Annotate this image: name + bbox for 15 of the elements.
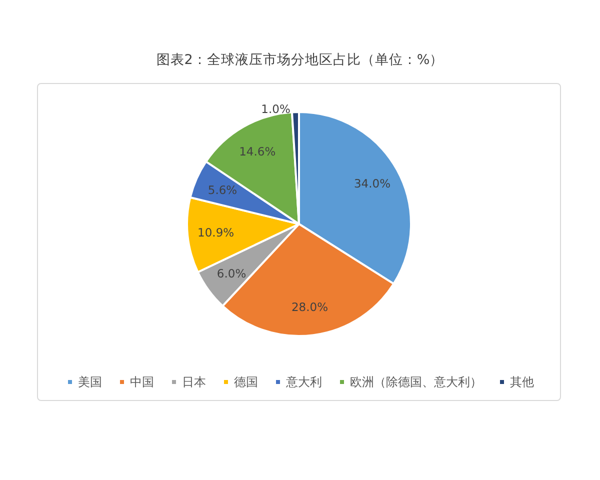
legend-label: 欧洲（除德国、意大利） — [350, 375, 482, 389]
data-label: 34.0% — [354, 176, 391, 191]
legend-label: 中国 — [130, 375, 154, 389]
data-label: 5.6% — [208, 183, 238, 198]
legend-label: 日本 — [182, 375, 206, 389]
data-label: 10.9% — [198, 226, 234, 240]
chart-title: 图表2：全球液压市场分地区占比（单位：%） — [156, 52, 444, 68]
data-label: 14.6% — [239, 144, 276, 158]
legend-label: 美国 — [78, 375, 102, 389]
data-label: 28.0% — [291, 300, 328, 314]
legend-label: 德国 — [234, 375, 258, 389]
data-label: 6.0% — [216, 266, 246, 280]
data-label: 1.0% — [261, 102, 290, 116]
legend-label: 意大利 — [285, 375, 322, 389]
legend-label: 其他 — [510, 375, 534, 389]
